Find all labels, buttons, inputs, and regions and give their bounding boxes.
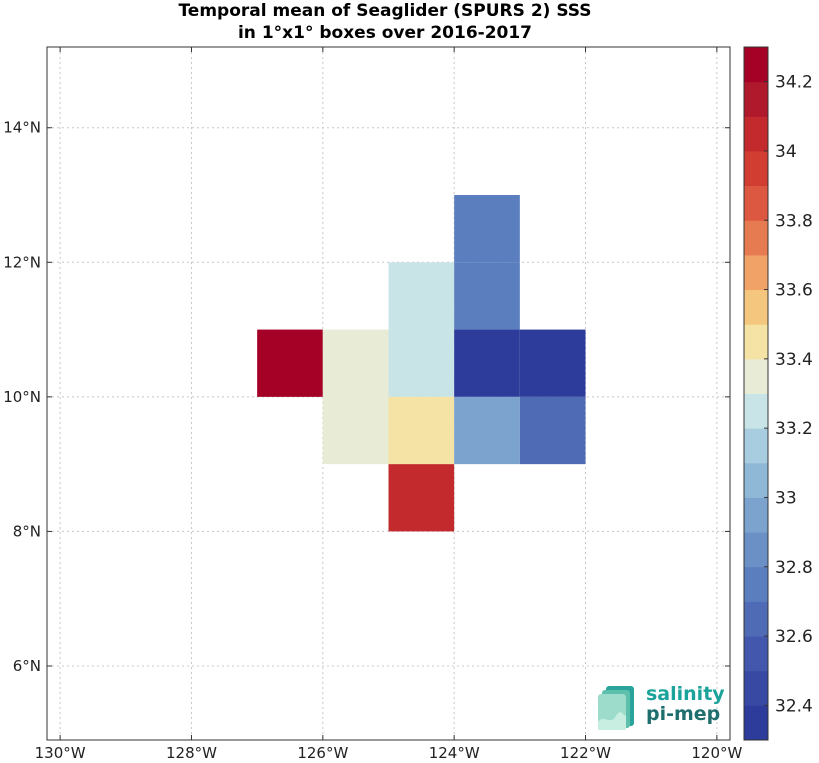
logo-mark-icon <box>598 686 634 730</box>
salinity-cell <box>322 329 389 397</box>
salinity-cell <box>388 464 455 532</box>
y-tick-label: 10°N <box>3 388 41 406</box>
y-tick-label: 14°N <box>3 119 41 137</box>
colorbar-tick-label: 32.6 <box>775 627 813 647</box>
colorbar-swatch <box>744 497 768 533</box>
salinity-cell <box>322 396 389 465</box>
logo-line2: pi-mep <box>646 703 721 725</box>
chart-title: Temporal mean of Seaglider (SPURS 2) SSS… <box>0 0 770 44</box>
x-tick-label: 130°W <box>35 744 86 762</box>
x-tick-label: 128°W <box>166 744 217 762</box>
salinity-cells <box>257 195 586 532</box>
logo-line1: salinity <box>646 683 725 705</box>
chart-title-line1: Temporal mean of Seaglider (SPURS 2) SSS <box>178 1 592 21</box>
plot-frame <box>46 46 731 741</box>
colorbar-tick-label: 33 <box>775 488 797 508</box>
colorbar-tick-label: 34 <box>775 142 797 162</box>
colorbar-swatch <box>744 116 768 152</box>
salinity-cell <box>388 262 455 330</box>
colorbar-swatch <box>744 81 768 117</box>
colorbar-tick-label: 32.4 <box>775 696 813 716</box>
y-tick-label: 6°N <box>13 657 41 675</box>
salinity-cell <box>257 329 323 397</box>
colorbar-swatch <box>744 185 768 221</box>
salinity-cell <box>388 329 455 397</box>
colorbar-swatch <box>744 324 768 360</box>
chart-subtitle: in 1°x1° boxes over 2016-2017 <box>237 23 533 43</box>
x-tick-label: 122°W <box>560 744 611 762</box>
colorbar-swatch <box>744 47 768 83</box>
x-tick-label: 126°W <box>297 744 348 762</box>
x-tick-label: 124°W <box>429 744 480 762</box>
salinity-pi-mep-logo: salinity pi-mep <box>596 684 736 732</box>
colorbar-swatch <box>744 220 768 256</box>
colorbar-swatch <box>744 705 768 741</box>
colorbar-tick-label: 34.2 <box>775 73 813 93</box>
colorbar-swatch <box>744 428 768 464</box>
colorbar-swatch <box>744 601 768 637</box>
colorbar-tick-label: 32.8 <box>775 558 813 578</box>
colorbar: 32.4 32.6 32.8 33 33.2 33.4 33.6 33.8 34 34.2 <box>743 46 813 741</box>
colorbar-tick-label: 33.2 <box>775 419 813 439</box>
colorbar-swatch <box>744 670 768 706</box>
salinity-cell <box>454 195 520 263</box>
colorbar-swatch <box>744 532 768 568</box>
colorbar-frame <box>743 46 769 741</box>
salinity-cell <box>388 396 455 465</box>
x-tick-label: 120°W <box>691 744 742 762</box>
salinity-cell <box>519 396 586 465</box>
axis-ticks: 130°W 128°W 126°W 124°W 122°W 120°W 6°N 8°N 10°N… <box>3 47 743 762</box>
salinity-cell <box>454 329 520 397</box>
salinity-cell <box>454 262 520 330</box>
colorbar-swatch <box>744 358 768 394</box>
y-tick-label: 8°N <box>13 522 41 540</box>
colorbar-tick-label: 33.4 <box>775 350 813 370</box>
colorbar-swatch <box>744 566 768 602</box>
colorbar-swatch <box>744 462 768 498</box>
colorbar-swatch <box>744 254 768 291</box>
colorbar-swatch <box>744 289 768 325</box>
salinity-cell <box>454 396 520 465</box>
colorbar-swatch <box>744 150 768 187</box>
colorbar-tick-label: 33.8 <box>775 211 813 231</box>
colorbar-swatch <box>744 393 768 429</box>
salinity-cell <box>519 329 586 397</box>
y-tick-label: 12°N <box>3 253 41 271</box>
colorbar-swatch <box>744 636 768 672</box>
colorbar-tick-label: 33.6 <box>775 281 813 301</box>
